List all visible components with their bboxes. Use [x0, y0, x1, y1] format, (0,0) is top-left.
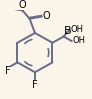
- Text: F: F: [5, 66, 11, 76]
- Text: OH: OH: [70, 25, 83, 34]
- Text: OH: OH: [72, 37, 85, 45]
- Text: F: F: [32, 80, 38, 90]
- Text: O: O: [19, 0, 26, 10]
- Text: B: B: [64, 26, 72, 36]
- Text: O: O: [42, 11, 50, 21]
